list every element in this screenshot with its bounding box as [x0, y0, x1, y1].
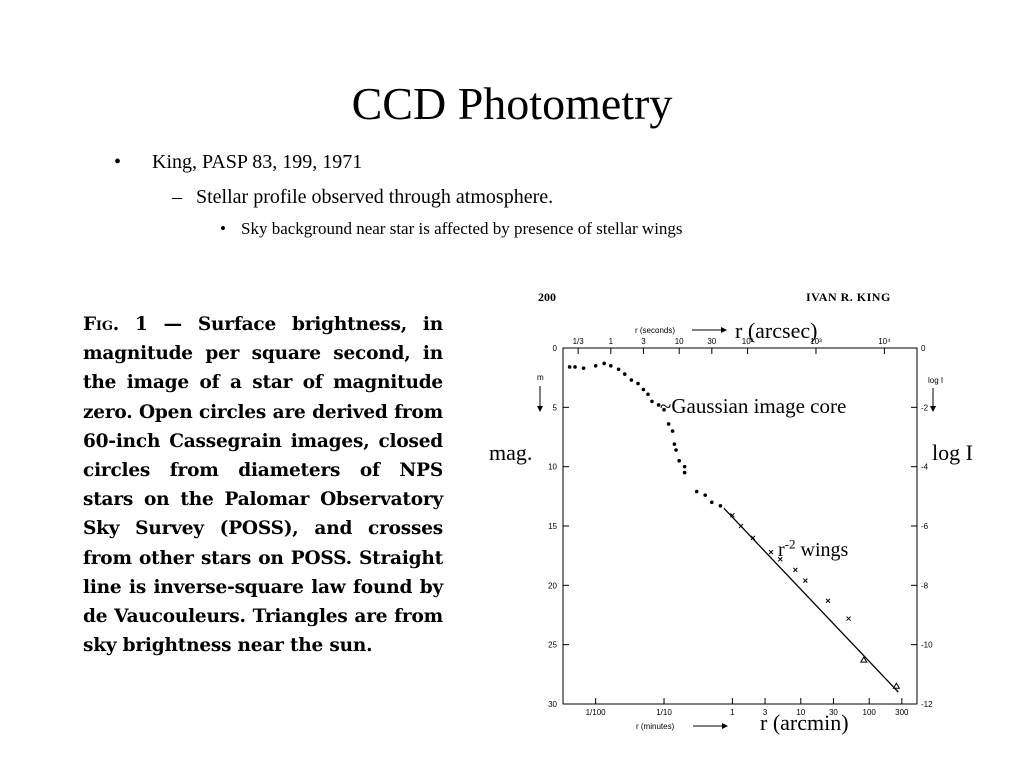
cross-point [825, 598, 831, 604]
x-bottom-tick-label: 1 [730, 708, 735, 717]
figure-panel: 200 IVAN R. KING r (seconds) r (minutes)… [480, 280, 1024, 768]
x-bottom-tick-label: 1/100 [586, 708, 607, 717]
wings-exponent: -2 [784, 536, 796, 552]
arcsec-annotation: r (arcsec) [735, 318, 818, 343]
y2-tick-label: -6 [921, 522, 929, 531]
top-axis-arrowhead [721, 327, 727, 333]
wings-annotation: r-2 wings [778, 536, 849, 562]
right-axis-symbol: log I [928, 376, 943, 385]
circle-point [656, 403, 661, 407]
circle-point [593, 364, 598, 368]
x-bottom-tick-label: 3 [763, 708, 768, 717]
x-top-tick-label: 1 [609, 337, 614, 346]
x-top-tick-label: 10⁴ [878, 337, 891, 346]
right-axis-arrowhead [930, 406, 936, 412]
x-bottom-tick-label: 300 [895, 708, 909, 717]
brightness-profile-plot: 200 IVAN R. KING r (seconds) r (minutes)… [537, 290, 943, 731]
circle-point [629, 378, 634, 382]
circle-point [622, 372, 627, 376]
left-axis-arrowhead [537, 406, 543, 412]
circle-point [710, 500, 714, 505]
figure-author: IVAN R. KING [806, 290, 891, 304]
y2-tick-label: -4 [921, 463, 929, 472]
circle-point [718, 504, 723, 508]
wings-suffix: wings [795, 539, 849, 561]
bottom-axis-arrowhead [722, 723, 728, 729]
circle-point [674, 448, 678, 452]
x-top-tick-label: 10³ [810, 337, 822, 346]
circle-point [573, 365, 577, 369]
left-axis-symbol: m [537, 373, 544, 382]
mag-annotation: mag. [489, 440, 533, 465]
y2-tick-label: -8 [921, 581, 929, 590]
y-tick-label: 15 [548, 522, 557, 531]
x-top-tick-label: 1/3 [573, 337, 585, 346]
x-bottom-tick-label: 1/10 [656, 708, 672, 717]
circle-point [636, 381, 640, 386]
figure-caption-text: — Surface brightness, in magnitude per s… [83, 314, 444, 657]
gaussian-core-annotation: ~Gaussian image core [660, 394, 847, 418]
y2-tick-label: -10 [921, 641, 933, 650]
triangle-point [859, 656, 868, 663]
y2-tick-label: 0 [921, 344, 926, 353]
circle-point [666, 422, 671, 426]
bullet-reference: King, PASP 83, 199, 1971 [152, 151, 363, 173]
circle-point [703, 493, 707, 497]
bullet-marker-level3: • [220, 219, 226, 238]
top-axis-label: r (seconds) [635, 326, 675, 335]
circle-point [581, 366, 586, 370]
log-i-annotation: log I [932, 440, 973, 465]
circle-point [662, 407, 666, 412]
cross-point [803, 578, 808, 583]
cross-point [793, 567, 798, 573]
x-top-tick-label: 30 [707, 337, 716, 346]
x-bottom-tick-label: 10 [796, 708, 805, 717]
circle-point [602, 361, 606, 366]
circle-point [694, 489, 699, 494]
y-tick-label: 30 [548, 700, 557, 709]
circle-point [670, 429, 675, 433]
bullet-marker-level1: • [114, 151, 122, 173]
circle-point [609, 364, 613, 368]
figure-page-number: 200 [538, 290, 556, 304]
y2-tick-label: -2 [921, 403, 929, 412]
y-tick-label: 20 [548, 581, 557, 590]
circle-point [616, 367, 621, 372]
y2-tick-label: -12 [921, 700, 933, 709]
bullet-stellar-profile: Stellar profile observed through atmosph… [196, 186, 554, 208]
cross-point [846, 616, 851, 621]
circle-point [677, 458, 681, 463]
arcmin-annotation: r (arcmin) [760, 710, 849, 735]
figure-caption: Fig. 1 — Surface brightness, in magnitud… [83, 310, 443, 660]
triangle-point [892, 682, 901, 689]
circle-point [672, 442, 677, 446]
slide-title: CCD Photometry [351, 78, 673, 129]
circle-point [650, 399, 654, 404]
y-tick-label: 0 [553, 344, 558, 353]
wings-prefix: r [778, 539, 785, 561]
bottom-axis-label: r (minutes) [636, 722, 675, 731]
cross-point [777, 556, 783, 562]
y-tick-label: 25 [548, 641, 557, 650]
circle-point [682, 470, 687, 475]
x-top-tick-label: 3 [641, 337, 646, 346]
cross-point [750, 535, 756, 541]
y-tick-label: 10 [548, 463, 557, 472]
inverse-square-line [723, 507, 899, 693]
bullet-list: • King, PASP 83, 199, 1971 – Stellar pro… [0, 0, 1024, 260]
circle-point [567, 365, 572, 369]
x-top-tick-label: 10² [742, 337, 754, 346]
figure-caption-label: Fig. 1 [83, 314, 148, 335]
x-bottom-tick-label: 30 [829, 708, 838, 717]
circle-point [646, 392, 650, 397]
circle-point [641, 387, 646, 392]
bullet-marker-level2: – [172, 186, 182, 208]
x-bottom-tick-label: 100 [863, 708, 877, 717]
cross-point [768, 549, 774, 555]
bullet-sky-background: Sky background near star is affected by … [241, 219, 683, 238]
x-top-tick-label: 10 [675, 337, 684, 346]
y-tick-label: 5 [553, 403, 558, 412]
circle-point [682, 464, 687, 469]
